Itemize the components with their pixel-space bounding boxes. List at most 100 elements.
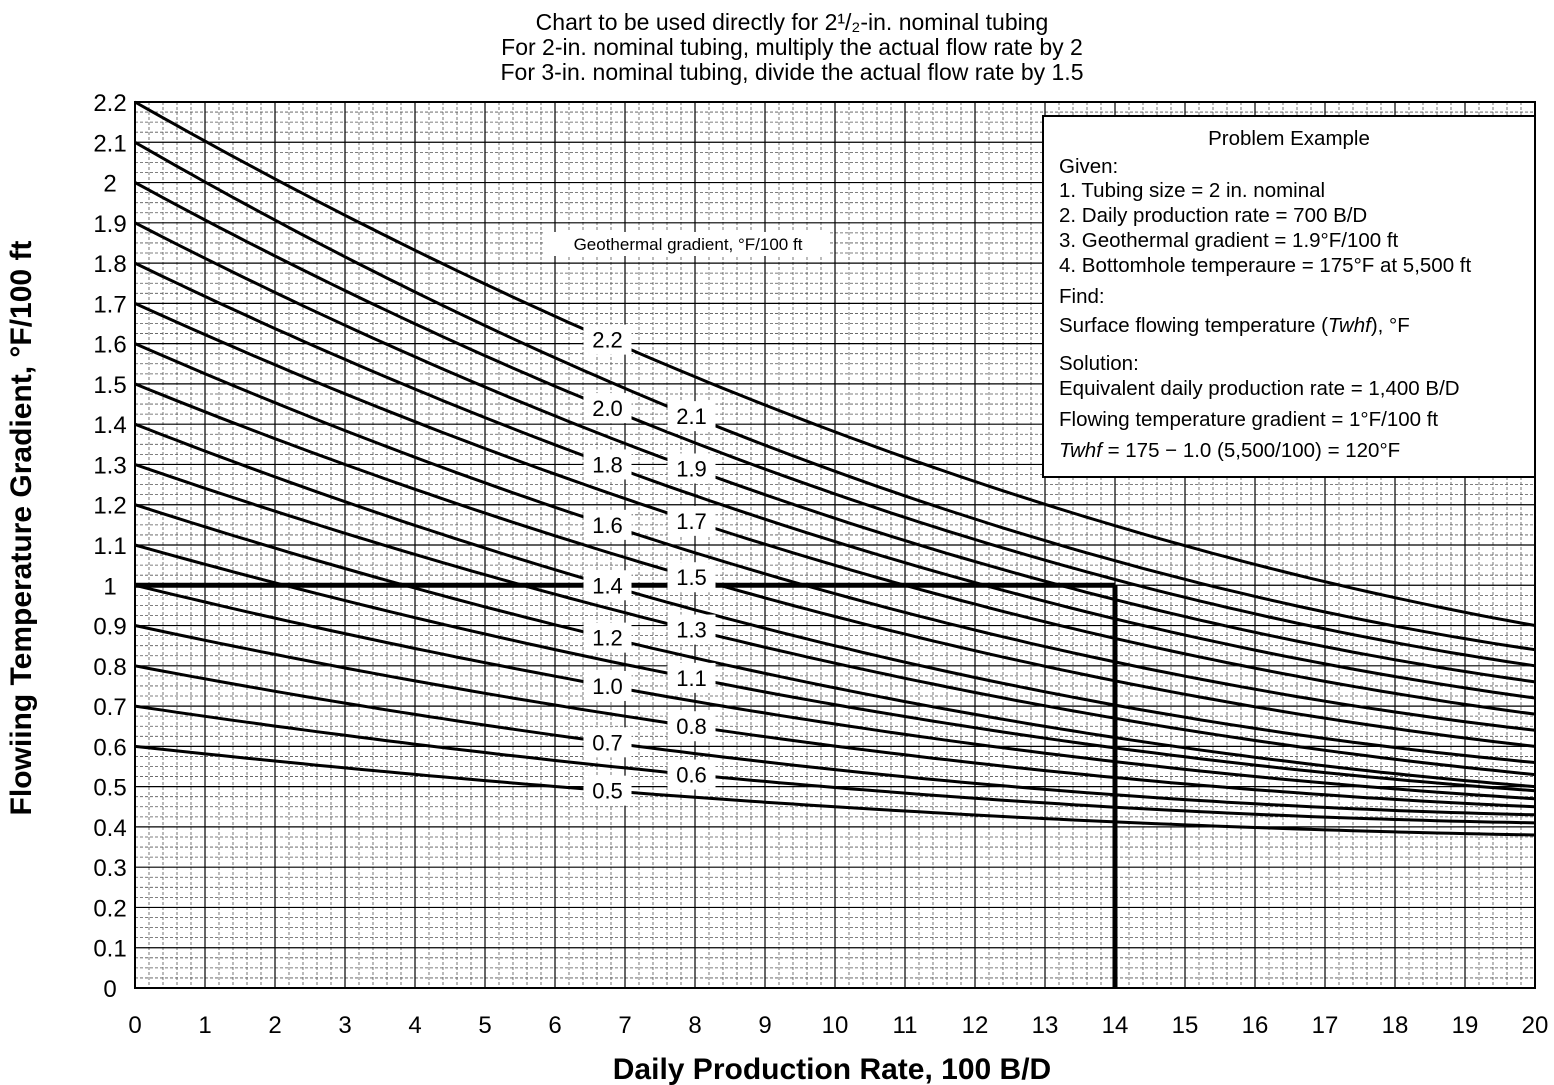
x-tick-label: 9 bbox=[758, 1012, 771, 1039]
plot-frame bbox=[134, 101, 1536, 989]
curve-1.3 bbox=[134, 463, 1536, 777]
x-tick-label: 18 bbox=[1382, 1012, 1409, 1039]
curve-0.8 bbox=[134, 624, 1536, 809]
y-tick-label: 1.4 bbox=[93, 412, 126, 439]
curve-label-1.9: 1.9 bbox=[676, 456, 707, 481]
curve-1.7 bbox=[134, 302, 1536, 716]
given-item-4: 4. Bottomhole temperaure = 175°F at 5,50… bbox=[1059, 254, 1471, 277]
curve-1.0 bbox=[134, 583, 1536, 801]
curve-label-bg bbox=[583, 509, 632, 540]
curve-label-bg bbox=[667, 401, 716, 432]
y-tick-label: 0.3 bbox=[93, 855, 126, 882]
x-tick-label: 15 bbox=[1172, 1012, 1199, 1039]
x-tick-label: 20 bbox=[1522, 1012, 1549, 1039]
x-tick-label: 2 bbox=[268, 1012, 281, 1039]
curve-label-bg bbox=[583, 324, 632, 355]
curve-label-2.2: 2.2 bbox=[592, 328, 623, 353]
curve-labels: 2.2 2.1 2.0 1.9 1.8 1.7 1.6 1.5 1.4 1.3 1.2 1.1 1.0 0… bbox=[583, 324, 716, 806]
y-tick-label: 2.1 bbox=[93, 130, 126, 157]
curve-label-0.7: 0.7 bbox=[592, 730, 623, 755]
find-text: Surface flowing temperature (Twhf), °F bbox=[1059, 314, 1410, 337]
given-item-2: 2. Daily production rate = 700 B/D bbox=[1059, 204, 1367, 227]
y-tick-label: 0.4 bbox=[93, 815, 126, 842]
x-tick-label: 10 bbox=[822, 1012, 849, 1039]
y-tick-label: 1.6 bbox=[93, 332, 126, 359]
solution-item-1: Equivalent daily production rate = 1,400… bbox=[1059, 377, 1460, 400]
curve-label-bg bbox=[667, 562, 716, 593]
x-axis-label: Daily Production Rate, 100 B/D bbox=[613, 1053, 1051, 1085]
curve-label-bg bbox=[667, 759, 716, 790]
y-tick-labels: 0 0.1 0.2 0.3 0.4 0.5 0.6 0.7 0.8 0.9 1 1.1 1.2 1.3 1.… bbox=[93, 90, 126, 1003]
find-text-prefix: Surface flowing temperature ( bbox=[1059, 314, 1328, 337]
y-tick-label: 1.9 bbox=[93, 211, 126, 238]
problem-example-frame bbox=[1042, 115, 1536, 478]
y-tick-label: 0.5 bbox=[93, 775, 126, 802]
major-grid bbox=[135, 102, 1535, 988]
curve-label-bg bbox=[583, 727, 632, 758]
find-label: Find: bbox=[1059, 285, 1105, 308]
y-tick-label: 0.9 bbox=[93, 614, 126, 641]
solution-label: Solution: bbox=[1059, 352, 1139, 375]
x-tick-label: 16 bbox=[1242, 1012, 1269, 1039]
y-tick-label: 0.2 bbox=[93, 895, 126, 922]
x-tick-label: 6 bbox=[548, 1012, 561, 1039]
x-tick-label: 19 bbox=[1452, 1012, 1479, 1039]
x-tick-label: 5 bbox=[478, 1012, 491, 1039]
curve-1.2 bbox=[134, 503, 1536, 789]
solution-item-2: Flowing temperature gradient = 1°F/100 f… bbox=[1059, 408, 1438, 431]
curve-label-0.6: 0.6 bbox=[676, 763, 707, 788]
curve-label-bg bbox=[583, 393, 632, 424]
y-tick-label: 0.7 bbox=[93, 694, 126, 721]
curve-2.2 bbox=[134, 100, 1536, 627]
problem-example-title: Problem Example bbox=[1208, 127, 1370, 150]
curve-label-bg bbox=[583, 775, 632, 806]
x-tick-labels: 0 1 2 3 4 5 6 7 8 9 10 11 12 13 14 15 16 17 18 19 20 bbox=[128, 1012, 1548, 1039]
curve-label-0.5: 0.5 bbox=[592, 779, 623, 804]
x-tick-label: 13 bbox=[1032, 1012, 1059, 1039]
y-tick-label: 1.5 bbox=[93, 372, 126, 399]
curve-label-bg bbox=[667, 453, 716, 484]
title-line-1: Chart to be used directly for 2¹/₂-in. n… bbox=[536, 9, 1049, 35]
x-tick-label: 0 bbox=[128, 1012, 141, 1039]
curve-1.8 bbox=[134, 261, 1536, 700]
y-axis-label: Flowiing Temperature Gradient, °F/100 ft bbox=[5, 241, 38, 816]
curve-1.4 bbox=[134, 422, 1536, 764]
x-tick-label: 14 bbox=[1102, 1012, 1129, 1039]
x-tick-label: 1 bbox=[198, 1012, 211, 1039]
x-tick-label: 17 bbox=[1312, 1012, 1339, 1039]
curve-2.1 bbox=[134, 140, 1536, 652]
solution-equation: Twhf = 175 − 1.0 (5,500/100) = 120°F bbox=[1059, 439, 1400, 462]
y-tick-label: 0.6 bbox=[93, 734, 126, 761]
curve-label-0.8: 0.8 bbox=[676, 714, 707, 739]
curve-label-2.1: 2.1 bbox=[676, 404, 707, 429]
y-tick-label: 1.7 bbox=[93, 291, 126, 318]
curve-2.0 bbox=[134, 181, 1536, 668]
geothermal-gradient-label: Geothermal gradient, °F/100 ft bbox=[574, 235, 803, 254]
title-line-3: For 3-in. nominal tubing, divide the act… bbox=[501, 59, 1084, 85]
y-tick-label: 1.3 bbox=[93, 452, 126, 479]
find-symbol: Twhf bbox=[1328, 314, 1373, 337]
given-item-3: 3. Geothermal gradient = 1.9°F/100 ft bbox=[1059, 229, 1399, 252]
chart-title: Chart to be used directly for 2¹/₂-in. n… bbox=[501, 9, 1084, 85]
x-tick-label: 4 bbox=[408, 1012, 421, 1039]
x-tick-label: 11 bbox=[893, 1012, 918, 1039]
curve-label-bg bbox=[667, 662, 716, 693]
curve-label-bg bbox=[667, 614, 716, 645]
y-tick-label: 1 bbox=[103, 573, 116, 600]
curve-label-bg bbox=[583, 449, 632, 480]
curve-label-1.2: 1.2 bbox=[592, 626, 623, 651]
y-tick-label: 0 bbox=[103, 976, 116, 1003]
curve-label-1.6: 1.6 bbox=[592, 513, 623, 538]
curve-label-2.0: 2.0 bbox=[592, 396, 623, 421]
curve-1.6 bbox=[134, 342, 1536, 732]
given-item-1: 1. Tubing size = 2 in. nominal bbox=[1059, 179, 1325, 202]
given-label: Given: bbox=[1059, 155, 1118, 178]
equation-rest: = 175 − 1.0 (5,500/100) = 120°F bbox=[1102, 439, 1400, 462]
y-tick-label: 0.8 bbox=[93, 654, 126, 681]
find-text-suffix: ), °F bbox=[1371, 314, 1410, 337]
y-tick-label: 2.2 bbox=[93, 90, 126, 117]
curve-label-1.1: 1.1 bbox=[676, 666, 707, 691]
geothermal-gradient-label-group: Geothermal gradient, °F/100 ft bbox=[545, 232, 830, 256]
curve-0.5 bbox=[134, 744, 1536, 837]
